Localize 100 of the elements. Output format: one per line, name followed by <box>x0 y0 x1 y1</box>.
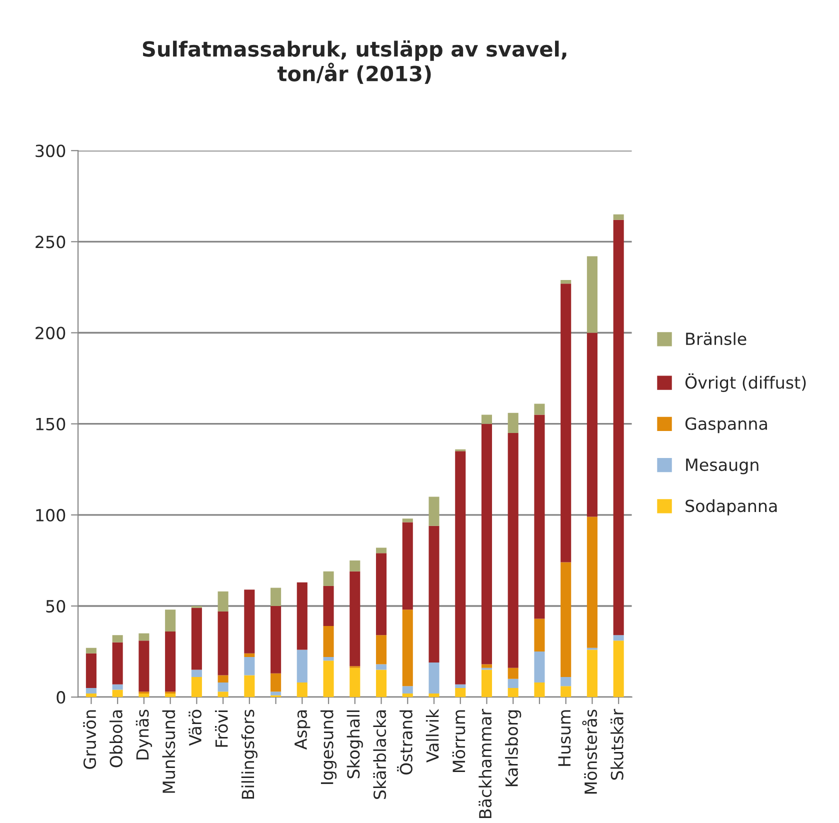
bar <box>350 560 360 572</box>
bar <box>560 677 572 686</box>
bar <box>323 660 334 698</box>
legend-label: Övrigt (diffust) <box>685 373 806 392</box>
bar <box>402 693 413 698</box>
bar <box>376 664 387 670</box>
x-tick-label: Skoghall <box>346 710 363 778</box>
bar <box>455 451 466 684</box>
x-tick-label: Värö <box>188 710 202 746</box>
bar <box>112 684 123 690</box>
bar <box>586 650 598 698</box>
bar <box>613 220 624 636</box>
bar <box>191 670 202 678</box>
bar <box>481 664 492 668</box>
bar <box>376 548 387 554</box>
bar <box>376 553 387 636</box>
bar <box>350 571 360 666</box>
bar <box>508 412 518 433</box>
bar <box>586 256 598 333</box>
y-tick-label: 300 <box>36 144 66 158</box>
bar <box>402 518 413 522</box>
bar <box>560 284 572 562</box>
bar <box>534 414 545 619</box>
bar <box>402 522 413 610</box>
bar <box>270 606 282 674</box>
bar <box>86 693 96 698</box>
bar <box>138 633 150 641</box>
chart-title: Sulfatmassabruk, utsläpp av svavel, ton/år (2013) <box>142 40 566 84</box>
y-tick-label: 250 <box>36 236 66 248</box>
bar <box>428 526 440 662</box>
bar <box>296 682 308 698</box>
x-tick-label: Mörrum <box>452 710 466 772</box>
bar <box>165 610 176 632</box>
x-tick-label: Munksund <box>162 710 176 793</box>
bar <box>560 562 572 678</box>
y-tick-label: 0 <box>56 691 66 704</box>
bar <box>86 653 96 688</box>
x-tick-label: Skutskär <box>610 708 624 780</box>
x-tick-label: Aspa <box>294 710 310 750</box>
x-tick-label: Östrand <box>397 710 412 774</box>
bar <box>138 640 150 692</box>
bar <box>244 675 255 698</box>
bar <box>428 496 440 526</box>
x-tick-label: Billingsfors <box>241 710 258 799</box>
bar <box>86 688 96 694</box>
y-tick-label: 150 <box>36 418 66 430</box>
bar <box>112 642 123 684</box>
bar <box>323 657 334 661</box>
bar <box>244 653 255 658</box>
x-tick-label: Mönsterås <box>582 710 598 794</box>
bar <box>455 684 466 688</box>
bar <box>244 657 255 676</box>
bar <box>586 516 598 648</box>
bar <box>165 632 176 692</box>
bar <box>270 692 282 696</box>
bar <box>218 692 228 698</box>
bar <box>296 582 308 650</box>
bar <box>402 686 413 694</box>
x-tick-label: Skärblacka <box>373 710 386 799</box>
bar <box>508 432 518 668</box>
bar <box>534 618 545 652</box>
bar <box>323 626 334 658</box>
y-tick-label: 100 <box>36 508 66 522</box>
bar <box>586 332 598 517</box>
bar <box>218 611 228 676</box>
bar <box>218 682 228 692</box>
bar <box>323 586 334 626</box>
bar <box>508 688 518 698</box>
legend-label: Bränsle <box>686 332 746 346</box>
bar <box>376 635 387 664</box>
bar <box>560 280 572 284</box>
bar <box>455 688 466 698</box>
x-tick-label: Gruvön <box>83 710 96 769</box>
x-tick-label: Bäckhammar <box>478 708 492 818</box>
bar <box>86 648 96 654</box>
y-tick-label: 200 <box>36 326 66 340</box>
legend-label: Gaspanna <box>685 417 767 434</box>
bar <box>402 610 413 686</box>
bar <box>376 670 387 698</box>
x-tick-label: Husum <box>558 710 571 766</box>
bar <box>613 214 624 220</box>
bar <box>481 670 492 698</box>
y-tick-label: 50 <box>46 600 66 613</box>
bar <box>428 693 440 698</box>
bar <box>218 591 228 612</box>
bar <box>508 668 518 679</box>
legend-label: Mesaugn <box>686 458 758 474</box>
bar <box>481 424 492 664</box>
bar <box>112 635 123 642</box>
bar <box>244 590 255 654</box>
bar <box>481 414 492 424</box>
bar <box>534 404 545 415</box>
x-tick-label: Iggesund <box>320 710 337 784</box>
bar <box>534 652 545 683</box>
bar <box>534 682 545 698</box>
bar <box>428 662 440 694</box>
bar <box>560 686 572 698</box>
bar <box>350 668 360 698</box>
bar <box>112 690 123 698</box>
bar <box>296 650 308 683</box>
